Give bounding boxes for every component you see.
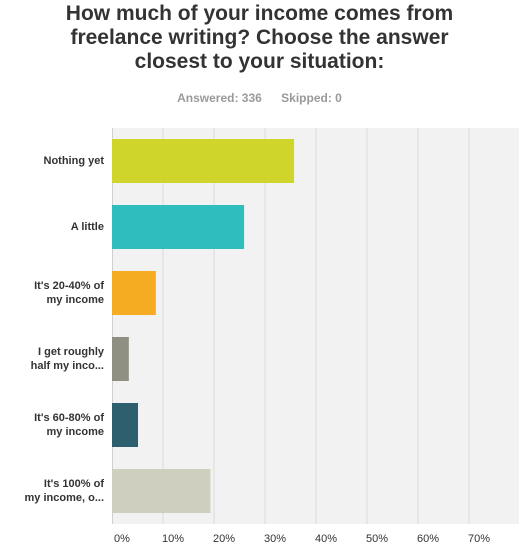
bar[interactable] — [112, 337, 129, 381]
skipped-count: Skipped: 0 — [281, 91, 342, 105]
category-label-line: I get roughly — [38, 346, 104, 358]
category-label: Nothing yet — [0, 154, 105, 168]
category-label-line: half my inco... — [30, 360, 104, 372]
bar[interactable] — [112, 271, 156, 315]
category-label-line: my income — [46, 294, 104, 306]
x-tick-label: 30% — [263, 533, 287, 545]
response-stats: Answered: 336 Skipped: 0 — [0, 91, 519, 105]
x-tick-label: 10% — [161, 533, 185, 545]
category-label: I get roughly half my inco... — [0, 345, 104, 373]
category-label-line: my income, o... — [24, 492, 104, 504]
category-label: It's 60-80% of my income — [0, 411, 104, 439]
x-tick-label: 60% — [416, 533, 440, 545]
x-tick-label: 50% — [365, 533, 389, 545]
chart-title-line-3: closest to your situation: — [134, 50, 385, 73]
category-label-line: It's 60-80% of — [34, 412, 104, 424]
category-label: It's 100% of my income, o... — [0, 477, 104, 505]
x-tick-label: 20% — [212, 533, 236, 545]
bar[interactable] — [112, 139, 295, 183]
category-label-line: It's 100% of — [43, 478, 104, 490]
x-tick-label: 40% — [314, 533, 338, 545]
chart-title-line-1: How much of your income comes from — [65, 2, 454, 25]
category-label: A little — [0, 220, 104, 234]
category-label-line: Nothing yet — [43, 155, 105, 167]
category-label-line: It's 20-40% of — [34, 280, 104, 292]
category-label: It's 20-40% of my income — [0, 279, 104, 307]
x-tick-label: 70% — [467, 533, 491, 545]
category-label-line: my income — [46, 426, 104, 438]
bar[interactable] — [112, 403, 139, 447]
x-tick-label: 0% — [114, 533, 130, 545]
chart-title: How much of your income comes from freel… — [0, 2, 519, 74]
bar[interactable] — [112, 205, 245, 249]
answered-count: Answered: 336 — [177, 91, 262, 105]
category-label-line: A little — [70, 221, 104, 233]
bar[interactable] — [112, 469, 211, 513]
chart-title-line-2: freelance writing? Choose the answer — [70, 26, 449, 49]
